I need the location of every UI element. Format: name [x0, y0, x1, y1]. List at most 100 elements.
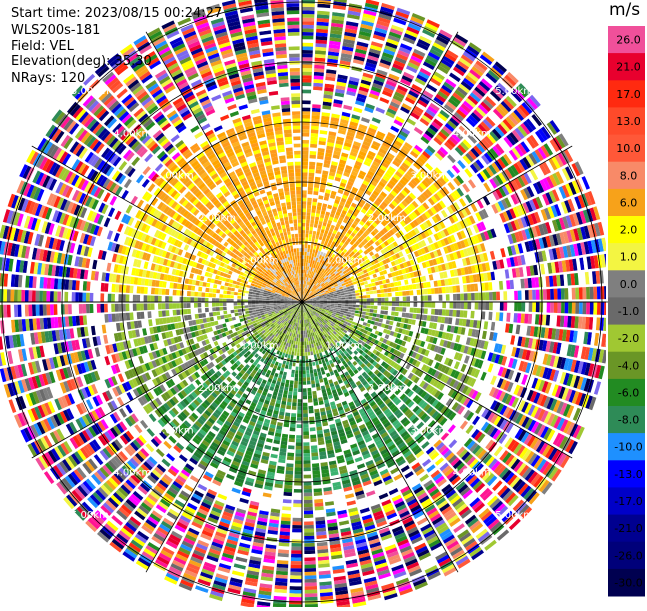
velocity-cell [407, 254, 412, 260]
velocity-cell [306, 216, 310, 220]
velocity-cell [304, 503, 313, 507]
velocity-cell [303, 428, 309, 432]
velocity-cell [315, 376, 319, 380]
velocity-cell [388, 293, 392, 297]
velocity-cell [514, 291, 518, 300]
velocity-cell [413, 308, 417, 313]
velocity-cell [292, 539, 302, 543]
velocity-cell [354, 313, 358, 316]
velocity-cell [503, 302, 507, 311]
velocity-cell [453, 310, 457, 317]
velocity-cell [303, 381, 307, 385]
velocity-cell [535, 314, 539, 324]
velocity-cell [315, 239, 319, 243]
velocity-cell [408, 136, 417, 144]
velocity-cell [529, 302, 533, 312]
velocity-cell [296, 435, 302, 439]
velocity-cell [290, 586, 302, 590]
velocity-cell [302, 68, 312, 72]
velocity-cell [298, 338, 300, 342]
velocity-cell [303, 277, 304, 281]
velocity-cell [310, 351, 313, 355]
velocity-cell [303, 378, 306, 382]
velocity-cell [298, 381, 302, 385]
velocity-cell [356, 296, 360, 299]
velocity-cell [310, 220, 314, 224]
velocity-cell [312, 347, 315, 351]
velocity-cell [367, 320, 371, 324]
velocity-cell [292, 525, 302, 529]
velocity-cell [431, 309, 435, 315]
velocity-cell [313, 351, 316, 355]
velocity-cell [293, 363, 296, 367]
velocity-cell [360, 299, 364, 302]
velocity-cell [302, 111, 310, 115]
velocity-cell [457, 294, 461, 301]
velocity-cell [394, 317, 398, 322]
velocity-cell [536, 302, 540, 312]
velocity-cell [286, 470, 294, 474]
velocity-cell [454, 416, 462, 425]
velocity-cell [309, 234, 312, 238]
velocity-cell [306, 370, 309, 374]
velocity-cell [338, 300, 342, 302]
velocity-cell [374, 298, 378, 301]
velocity-cell [302, 338, 304, 342]
velocity-cell [303, 320, 304, 324]
velocity-cell [489, 292, 493, 300]
velocity-cell [302, 190, 307, 194]
velocity-cell [503, 291, 507, 300]
velocity-cell [373, 313, 377, 317]
velocity-cell [310, 373, 314, 377]
velocity-cell [302, 133, 309, 137]
velocity-cell [370, 306, 374, 309]
velocity-cell [295, 348, 298, 352]
velocity-cell [290, 424, 296, 428]
velocity-cell [313, 474, 321, 478]
velocity-cell [317, 206, 322, 210]
velocity-cell [334, 298, 338, 300]
velocity-cell [287, 347, 290, 351]
velocity-cell [291, 351, 294, 355]
velocity-cell [312, 112, 320, 116]
velocity-cell [310, 151, 317, 155]
velocity-cell [323, 298, 327, 299]
velocity-cell [303, 410, 308, 414]
velocity-cell [456, 310, 460, 317]
velocity-cell [298, 341, 300, 345]
velocity-cell [303, 431, 309, 435]
velocity-cell [399, 292, 403, 297]
velocity-cell [391, 287, 395, 291]
velocity-cell [514, 302, 518, 311]
velocity-cell [579, 287, 583, 299]
velocity-cell [327, 303, 331, 304]
velocity-cell [453, 302, 457, 309]
velocity-cell [367, 298, 371, 301]
velocity-cell [303, 406, 308, 410]
velocity-cell [348, 307, 352, 310]
velocity-cell [302, 122, 310, 126]
velocity-cell [365, 316, 369, 320]
velocity-cell [305, 349, 307, 353]
velocity-cell [283, 372, 287, 376]
velocity-cell [303, 388, 307, 392]
velocity-cell [307, 377, 311, 381]
velocity-cell [490, 376, 497, 386]
velocity-cell [302, 180, 307, 184]
velocity-cell [308, 180, 313, 184]
velocity-cell [402, 313, 406, 318]
velocity-cell [313, 83, 323, 87]
velocity-cell [287, 402, 292, 406]
velocity-cell [518, 291, 522, 301]
velocity-cell [290, 344, 293, 348]
velocity-cell [447, 154, 456, 163]
velocity-cell [305, 241, 308, 245]
velocity-cell [471, 293, 475, 300]
velocity-cell [390, 126, 399, 133]
velocity-cell [305, 582, 317, 586]
velocity-cell [399, 307, 403, 312]
velocity-cell [310, 438, 316, 442]
velocity-cell [423, 315, 427, 321]
velocity-cell [314, 72, 324, 76]
velocity-cell [308, 263, 310, 267]
